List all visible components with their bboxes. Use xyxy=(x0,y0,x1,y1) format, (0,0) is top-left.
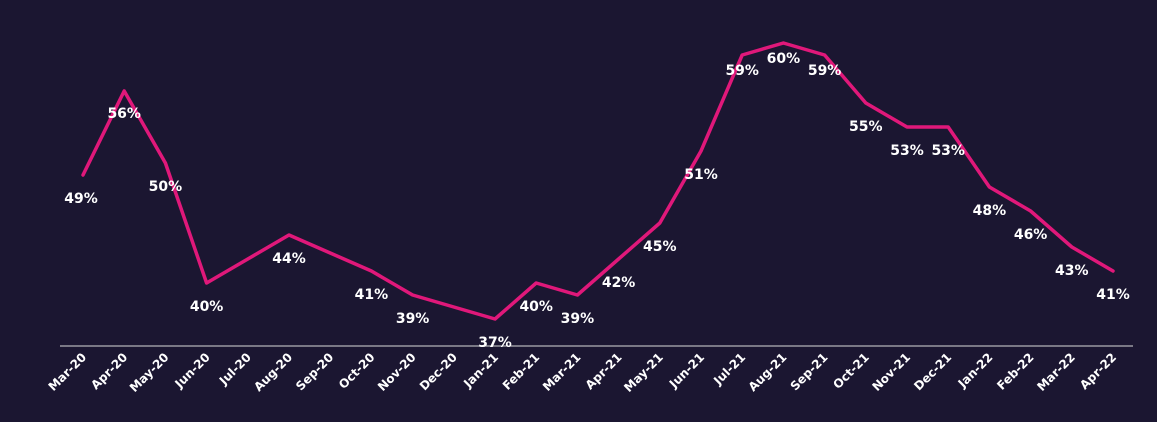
data-point xyxy=(1111,269,1115,273)
data-label: 53% xyxy=(931,143,965,159)
data-point xyxy=(1029,209,1033,213)
data-label: 56% xyxy=(107,106,141,122)
data-point xyxy=(781,41,785,45)
data-point xyxy=(1070,245,1074,249)
data-label: 39% xyxy=(561,311,595,327)
series-line xyxy=(81,41,1115,321)
data-label: 42% xyxy=(602,275,636,291)
data-point xyxy=(534,281,538,285)
data-label: 44% xyxy=(272,251,306,267)
data-label: 59% xyxy=(725,63,759,79)
data-point xyxy=(369,269,373,273)
data-labels-group: 49% 56% 50% 40% 44% 41% 39% 37% 40% 39% 42% 45% 51% 5… xyxy=(64,51,1130,351)
data-label: 45% xyxy=(643,239,677,255)
data-point xyxy=(740,53,744,57)
data-point xyxy=(823,53,827,57)
data-label: 49% xyxy=(64,191,98,207)
data-label: 51% xyxy=(684,167,718,183)
data-point xyxy=(946,125,950,129)
data-label: 53% xyxy=(890,143,924,159)
data-point xyxy=(699,149,703,153)
data-point xyxy=(122,89,126,93)
data-point xyxy=(452,305,456,309)
data-point xyxy=(163,161,167,165)
data-label: 41% xyxy=(355,287,389,303)
data-label: 40% xyxy=(190,299,224,315)
data-label: 50% xyxy=(149,179,183,195)
data-point xyxy=(987,185,991,189)
data-point xyxy=(617,257,621,261)
series-group xyxy=(81,41,1115,321)
data-point xyxy=(205,281,209,285)
data-point xyxy=(905,125,909,129)
data-label: 48% xyxy=(973,203,1007,219)
data-label: 43% xyxy=(1055,263,1089,279)
data-label: 46% xyxy=(1014,227,1048,243)
data-label: 37% xyxy=(478,335,512,351)
data-point xyxy=(864,101,868,105)
data-point xyxy=(246,257,250,261)
data-point xyxy=(287,233,291,237)
data-point xyxy=(493,317,497,321)
data-point xyxy=(328,251,332,255)
data-label: 41% xyxy=(1096,287,1130,303)
data-label: 39% xyxy=(396,311,430,327)
data-point xyxy=(411,293,415,297)
data-label: 59% xyxy=(808,63,842,79)
data-point xyxy=(575,293,579,297)
data-label: 60% xyxy=(767,51,801,67)
data-label: 40% xyxy=(519,299,553,315)
data-point xyxy=(81,173,85,177)
data-label: 55% xyxy=(849,119,883,135)
data-point xyxy=(658,221,662,225)
